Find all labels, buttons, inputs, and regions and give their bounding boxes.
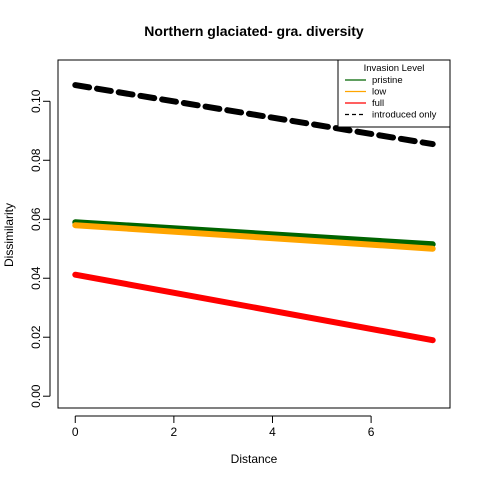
x-axis: 0 2 4 6 [72,415,375,439]
y-tick-label: 0.04 [29,266,43,290]
y-tick-label: 0.02 [29,325,43,349]
y-axis-label: Dissimilarity [2,203,16,267]
legend-label-introduced-only: introduced only [372,110,437,121]
x-tick-label: 2 [171,425,178,439]
y-tick-label: 0.10 [29,89,43,113]
y-tick-label: 0.06 [29,207,43,231]
series-line-full [72,271,436,344]
series-line-pristine [72,219,436,248]
series-layer [72,82,436,344]
x-tick-label: 0 [72,425,79,439]
legend-title: Invasion Level [364,63,425,74]
legend: Invasion Level pristinelowfullintroduced… [337,59,451,128]
x-tick-label: 6 [368,425,375,439]
plot-frame [57,59,451,409]
chart-title: Northern glaciated- gra. diversity [144,23,364,39]
legend-label-low: low [372,87,386,98]
legend-label-full: full [372,98,384,109]
series-line-low [72,222,436,252]
legend-box [337,59,451,128]
y-axis: 0.00 0.02 0.04 0.06 0.08 0.10 [29,89,51,408]
x-tick-label: 4 [269,425,276,439]
legend-label-pristine: pristine [372,75,403,86]
series-line-introduced-only [72,82,436,148]
x-axis-label: Distance [231,452,278,466]
y-tick-label: 0.08 [29,148,43,172]
y-tick-label: 0.00 [29,384,43,408]
